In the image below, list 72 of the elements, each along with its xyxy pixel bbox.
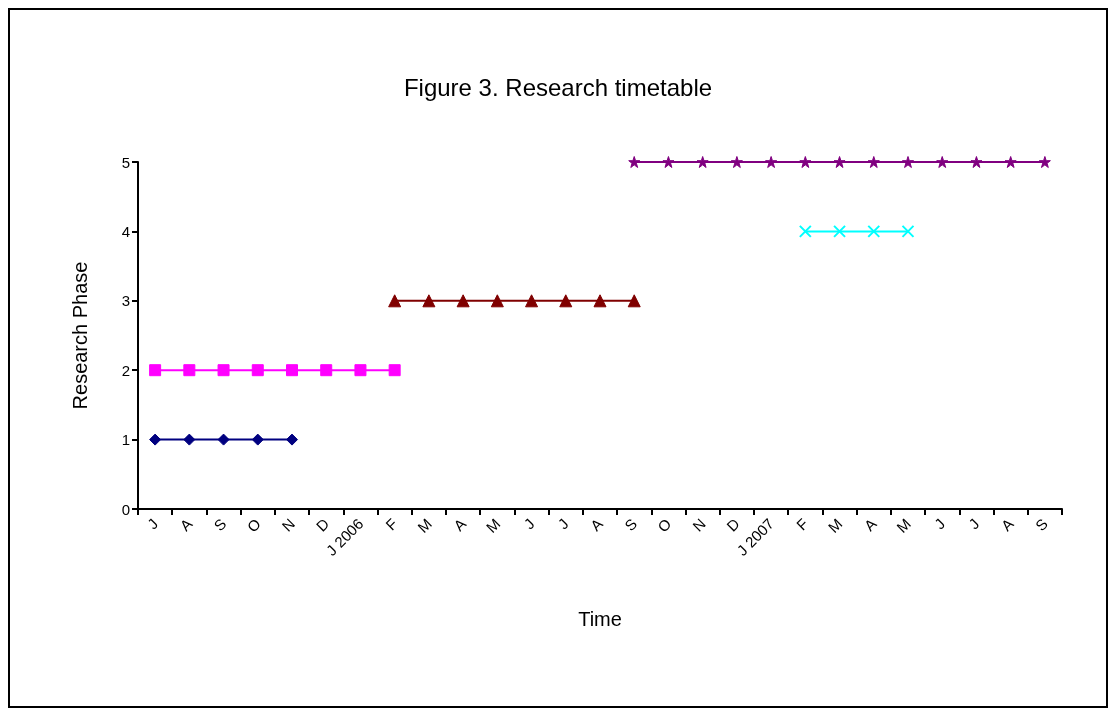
x-tick-label: F (382, 514, 401, 534)
point (1038, 156, 1051, 168)
y-tick-label: 1 (121, 431, 130, 449)
x-tick-label: J (965, 514, 983, 533)
y-tick-label: 0 (121, 500, 130, 518)
point (799, 156, 812, 168)
x-tick-label: M (414, 514, 435, 536)
x-tick-label: S (621, 514, 641, 535)
point (867, 156, 880, 168)
point (559, 294, 573, 308)
y-axis-title: Research Phase (69, 261, 91, 410)
point (149, 433, 162, 446)
point (149, 364, 162, 377)
point (251, 364, 264, 377)
point (936, 156, 949, 168)
point (627, 294, 641, 308)
x-tick-label: J (554, 514, 572, 533)
x-tick-label: A (586, 514, 607, 535)
point (183, 364, 196, 377)
x-tick-label: O (654, 514, 675, 536)
x-tick-label: S (210, 514, 230, 535)
x-tick-label: M (893, 514, 915, 536)
point (765, 156, 778, 168)
x-tick-label: N (278, 514, 299, 535)
point (902, 156, 914, 168)
point (388, 364, 401, 377)
point (217, 364, 230, 377)
x-tick-label: A (450, 514, 470, 535)
point (388, 294, 402, 308)
point (217, 433, 230, 446)
point (696, 156, 709, 168)
point (662, 156, 675, 168)
point (1004, 156, 1017, 168)
point (901, 224, 915, 238)
point (833, 156, 846, 168)
point (354, 364, 367, 377)
x-tick-label: M (824, 514, 846, 536)
point (593, 294, 607, 308)
point (422, 294, 436, 308)
point (490, 294, 504, 308)
x-tick-label: D (723, 514, 744, 535)
x-axis-title: Time (578, 608, 622, 630)
chart-title: Figure 3. Research timetable (403, 73, 713, 101)
point (833, 224, 847, 238)
x-tick-label: D (312, 514, 333, 535)
x-tick-label: J (143, 514, 162, 533)
point (456, 294, 470, 308)
point (183, 433, 196, 446)
x-tick-label: A (860, 514, 880, 535)
point (628, 156, 641, 168)
x-tick-label: N (689, 514, 709, 535)
point (867, 224, 881, 238)
x-tick-label: A (997, 514, 1017, 535)
point (730, 156, 743, 168)
x-tick-label: J (930, 514, 949, 533)
x-tick-label: M (482, 514, 504, 536)
point (320, 364, 333, 377)
x-tick-label: F (792, 514, 812, 534)
y-tick-label: 5 (121, 153, 130, 171)
x-tick-label: A (176, 514, 196, 535)
x-tick-label: J (520, 514, 538, 533)
point (970, 156, 983, 168)
y-tick-label: 4 (121, 222, 130, 240)
point (251, 433, 264, 446)
point (798, 224, 812, 238)
y-tick-label: 2 (121, 361, 130, 379)
y-tick-label: 3 (121, 292, 130, 310)
x-tick-label: O (243, 514, 264, 536)
point (286, 433, 298, 446)
x-tick-label: S (1031, 514, 1051, 535)
point (286, 364, 298, 377)
point (525, 294, 539, 308)
